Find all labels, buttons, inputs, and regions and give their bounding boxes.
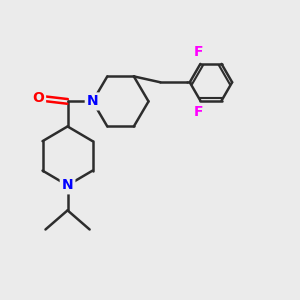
Text: N: N	[62, 178, 74, 192]
Text: F: F	[194, 45, 204, 59]
Text: F: F	[194, 105, 204, 119]
Text: O: O	[32, 92, 44, 106]
Text: N: N	[87, 94, 98, 108]
